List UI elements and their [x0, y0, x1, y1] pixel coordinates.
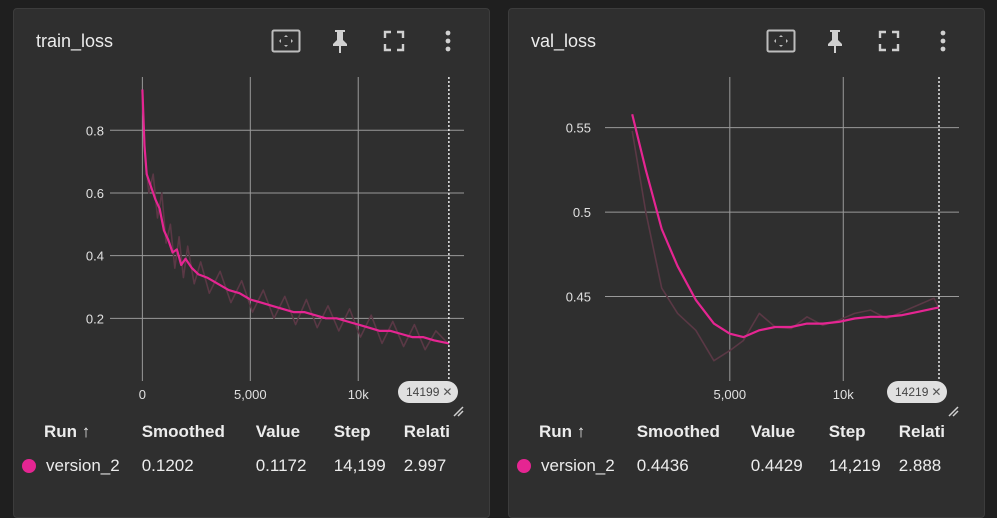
relative-value: 2.888 [898, 456, 942, 475]
val-loss-chart[interactable]: 0.45 0.5 0.55 5,000 10k [509, 69, 986, 419]
col-value[interactable]: Value [750, 422, 796, 441]
run-color-dot [517, 459, 531, 473]
y-tick-label: 0.55 [566, 121, 591, 136]
resize-handle-icon[interactable] [452, 405, 464, 417]
step-value: 14,199 [333, 456, 386, 475]
run-name: version_2 [541, 456, 615, 475]
step-tag[interactable]: 14199 ✕ [398, 381, 459, 403]
y-tick-label: 0.5 [573, 205, 591, 220]
card-toolbar [754, 27, 970, 55]
x-tick-label: 10k [348, 387, 369, 402]
col-value[interactable]: Value [255, 422, 301, 441]
train-loss-chart[interactable]: 0.2 0.4 0.6 0.8 0 5,000 10k [14, 69, 491, 419]
table-header: Run ↑ Smoothed Value Step Relati [44, 422, 450, 456]
more-vert-icon [445, 30, 451, 52]
smoothed-series-line [631, 113, 940, 339]
fit-domain-button[interactable] [259, 27, 313, 55]
col-relative[interactable]: Relati [898, 422, 946, 441]
more-options-button[interactable] [916, 27, 970, 55]
sort-arrow-icon: ↑ [576, 422, 586, 441]
pin-button[interactable] [313, 27, 367, 55]
more-options-button[interactable] [421, 27, 475, 55]
raw-value: 0.1172 [255, 456, 307, 475]
table-header: Run ↑ Smoothed Value Step Relati [539, 422, 945, 456]
y-tick-label: 0.8 [86, 123, 104, 138]
step-tag-value: 14199 [406, 385, 440, 399]
raw-series-line [141, 98, 450, 351]
fullscreen-button[interactable] [367, 27, 421, 55]
col-run[interactable]: Run ↑ [539, 422, 586, 441]
close-icon[interactable]: ✕ [931, 385, 942, 399]
table-row[interactable]: version_2 0.1202 0.1172 14,199 2.997 [22, 456, 450, 476]
pin-icon [828, 30, 842, 53]
step-tag-value: 14219 [895, 385, 929, 399]
card-toolbar [259, 27, 475, 55]
col-step[interactable]: Step [828, 422, 866, 441]
fullscreen-icon [383, 30, 405, 52]
x-tick-label: 0 [139, 387, 146, 402]
col-smoothed[interactable]: Smoothed [141, 422, 225, 441]
y-tick-label: 0.2 [86, 311, 104, 326]
col-smoothed[interactable]: Smoothed [636, 422, 720, 441]
table-row[interactable]: version_2 0.4436 0.4429 14,219 2.888 [517, 456, 945, 476]
smoothed-value: 0.1202 [141, 456, 194, 475]
val-loss-card: val_loss 0.45 0.5 0.55 5,000 10k 14219 ✕ Run … [508, 8, 985, 518]
y-tick-label: 0.45 [566, 290, 591, 305]
x-tick-label: 10k [833, 387, 854, 402]
runs-table: Run ↑ Smoothed Value Step Relati version… [517, 422, 945, 476]
resize-handle-icon[interactable] [947, 405, 959, 417]
step-value: 14,219 [828, 456, 881, 475]
smoothed-value: 0.4436 [636, 456, 689, 475]
col-step[interactable]: Step [333, 422, 371, 441]
fullscreen-button[interactable] [862, 27, 916, 55]
card-title: val_loss [531, 31, 597, 51]
fit-domain-icon [271, 29, 301, 53]
run-name: version_2 [46, 456, 120, 475]
runs-table: Run ↑ Smoothed Value Step Relati version… [22, 422, 450, 476]
x-tick-label: 5,000 [234, 387, 267, 402]
y-tick-label: 0.6 [86, 186, 104, 201]
fullscreen-icon [878, 30, 900, 52]
smoothed-series-line [141, 89, 450, 345]
run-color-dot [22, 459, 36, 473]
step-tag[interactable]: 14219 ✕ [887, 381, 948, 403]
y-tick-label: 0.4 [86, 249, 104, 264]
fit-domain-icon [766, 29, 796, 53]
fit-domain-button[interactable] [754, 27, 808, 55]
col-relative[interactable]: Relati [403, 422, 451, 441]
more-vert-icon [940, 30, 946, 52]
pin-button[interactable] [808, 27, 862, 55]
relative-value: 2.997 [403, 456, 447, 475]
raw-series-line [631, 130, 940, 362]
train-loss-card: train_loss 0.2 0.4 0.6 0.8 0 5,000 10k 14199 ✕ … [13, 8, 490, 518]
col-run[interactable]: Run ↑ [44, 422, 91, 441]
sort-arrow-icon: ↑ [81, 422, 91, 441]
x-tick-label: 5,000 [714, 387, 747, 402]
card-title: train_loss [36, 31, 114, 51]
raw-value: 0.4429 [750, 456, 803, 475]
close-icon[interactable]: ✕ [442, 385, 453, 399]
pin-icon [333, 30, 347, 53]
